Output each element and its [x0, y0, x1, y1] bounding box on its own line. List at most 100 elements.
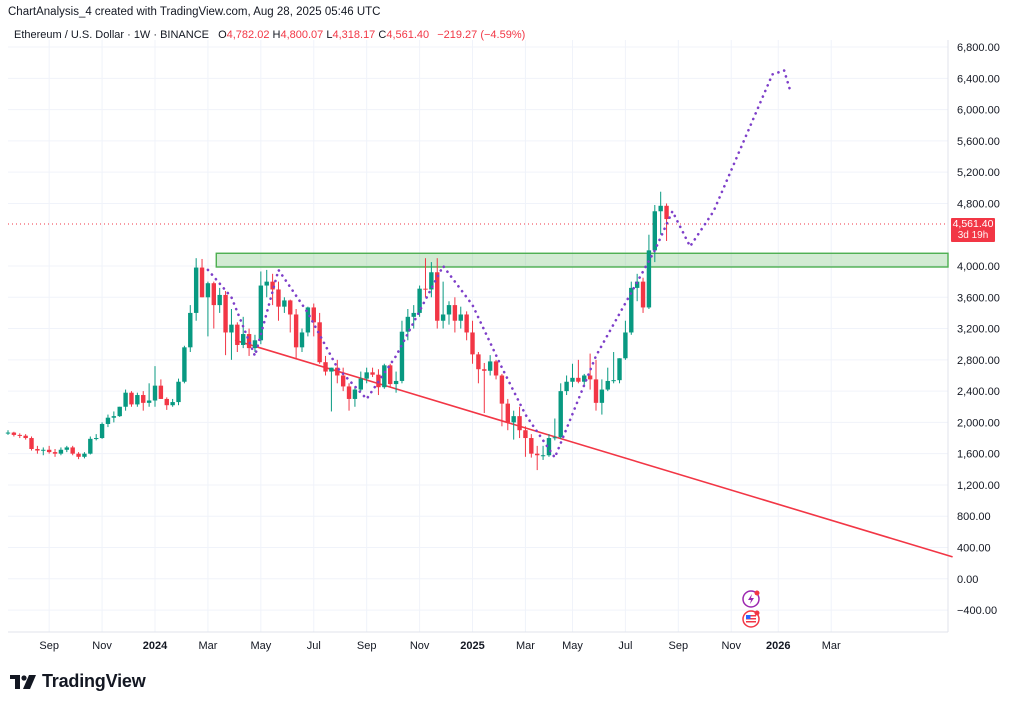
candle-body	[658, 205, 663, 212]
candle-body	[405, 316, 411, 332]
candle-body	[499, 375, 505, 404]
candle-body	[305, 307, 311, 333]
candle-body	[82, 453, 87, 457]
us-flag-icon[interactable]	[742, 610, 760, 628]
candle-body	[423, 288, 428, 290]
y-tick-label: 3,200.00	[957, 324, 1000, 336]
time-axis[interactable]: Sep Nov 2024 Mar May Jul Sep Nov 2025 Mar May Jul Se…	[39, 640, 841, 652]
candle-body	[94, 438, 99, 440]
y-tick-label: 2,800.00	[957, 355, 1000, 367]
y-tick-label: 4,000.00	[957, 261, 1000, 273]
candle-body	[35, 448, 40, 451]
symbol-legend: Ethereum / U.S. Dollar · 1W · BINANCE O 4…	[14, 29, 525, 41]
x-tick-label: 2024	[143, 640, 168, 652]
candle-body	[223, 294, 228, 333]
candle-body	[364, 372, 369, 379]
y-tick-label: 6,800.00	[957, 42, 1000, 54]
x-tick-label: 2026	[766, 640, 790, 652]
support-trendline-line	[234, 339, 953, 558]
candle-body	[388, 365, 393, 385]
candle-body	[246, 334, 252, 349]
candle-body	[241, 334, 246, 345]
x-tick-label: May	[250, 640, 271, 652]
candle-body	[470, 332, 475, 355]
price-axis[interactable]: 6,800.00 6,400.00 6,000.00 5,600.00 5,200.00…	[957, 42, 1000, 617]
resistance-zone	[215, 252, 949, 268]
candle-body	[58, 449, 64, 454]
open-label: O	[218, 29, 227, 41]
lightning-icon[interactable]	[742, 590, 760, 608]
candle-body	[564, 381, 569, 392]
candle-body	[617, 358, 622, 381]
candle-body	[141, 395, 146, 403]
candle-body	[252, 340, 258, 349]
candle-body	[282, 300, 287, 307]
candle-body	[540, 455, 546, 457]
candle-body	[652, 211, 657, 251]
x-tick-label: Jul	[307, 640, 321, 652]
candle-body	[452, 305, 458, 321]
candle-body	[46, 449, 52, 453]
candle-body	[552, 437, 558, 439]
candle-body	[111, 416, 117, 418]
tradingview-logo-icon	[10, 674, 36, 689]
candle-body	[323, 362, 328, 372]
candle-body	[193, 267, 199, 313]
candle-body	[158, 385, 164, 399]
last-price-value: 4,561.40	[952, 218, 994, 230]
candle-body	[258, 285, 264, 341]
x-tick-label: Sep	[39, 640, 59, 652]
candle-body	[152, 385, 158, 401]
candle-body	[11, 432, 17, 435]
candlestick-series	[5, 191, 669, 471]
candle-body	[464, 314, 469, 333]
x-tick-label: Mar	[198, 640, 217, 652]
tradingview-wordmark: TradingView	[42, 671, 146, 691]
candle-body	[17, 434, 22, 436]
y-tick-label: 5,200.00	[957, 167, 1000, 179]
candle-body	[340, 375, 346, 387]
x-tick-label: Nov	[92, 640, 112, 652]
symbol-title[interactable]: Ethereum / U.S. Dollar · 1W · BINANCE	[14, 29, 209, 41]
bar-countdown: 3d 19h	[957, 230, 989, 241]
low-label: L	[326, 29, 333, 41]
candle-body	[370, 372, 375, 375]
candle-body	[146, 400, 152, 403]
tradingview-brand[interactable]: TradingView	[10, 671, 146, 692]
high-value: 4,800.07	[280, 29, 324, 41]
candle-body	[135, 395, 140, 405]
candle-body	[517, 416, 522, 431]
candle-body	[288, 300, 293, 315]
candle-body	[382, 365, 387, 388]
candle-body	[176, 381, 181, 403]
candle-body	[276, 289, 281, 307]
candle-body	[511, 416, 516, 423]
candle-body	[70, 447, 75, 454]
chart-credit: ChartAnalysis_4 created with TradingView…	[8, 6, 381, 18]
x-tick-label: Nov	[721, 640, 741, 652]
candle-body	[411, 312, 416, 317]
candle-body	[311, 307, 316, 323]
x-tick-label: Jul	[618, 640, 632, 652]
candle-body	[587, 375, 593, 380]
candle-body	[440, 314, 446, 321]
candle-body	[476, 354, 481, 370]
x-tick-label: May	[562, 640, 583, 652]
candle-body	[123, 392, 128, 407]
x-tick-label: Sep	[669, 640, 689, 652]
candle-body	[535, 453, 540, 456]
candle-body	[582, 375, 587, 382]
y-tick-label: 2,000.00	[957, 417, 1000, 429]
candle-body	[41, 449, 46, 451]
candle-body	[435, 272, 440, 321]
candle-body	[393, 380, 399, 385]
candle-body	[129, 392, 134, 405]
candle-body	[358, 378, 363, 390]
candle-body	[546, 438, 552, 456]
candle-body	[29, 438, 34, 449]
x-tick-label: 2025	[460, 640, 484, 652]
candle-body	[52, 452, 58, 454]
grid	[8, 40, 949, 633]
candle-body	[417, 288, 422, 313]
